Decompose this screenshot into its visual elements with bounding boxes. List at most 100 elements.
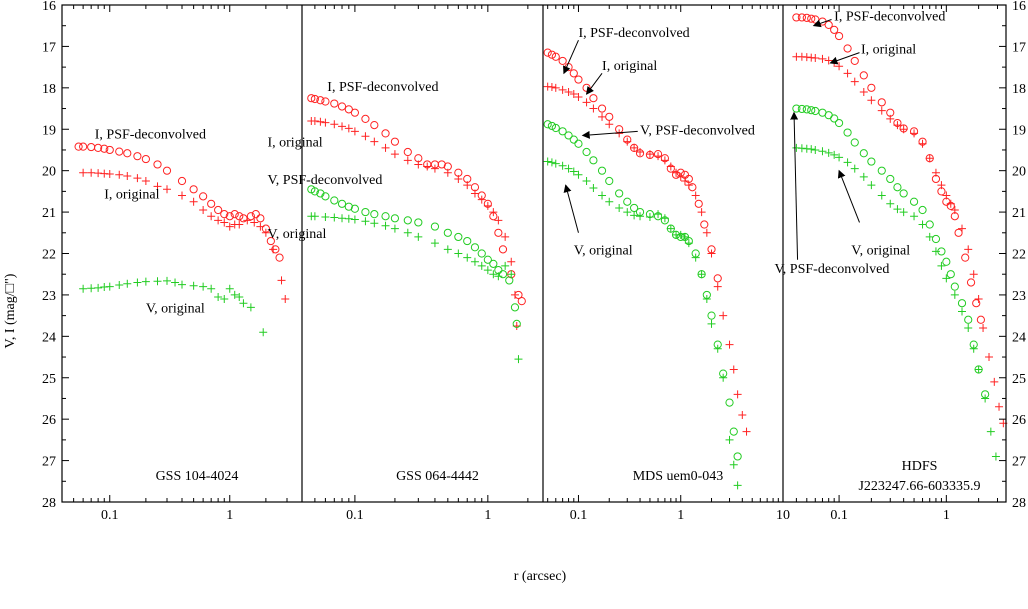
data-point	[569, 135, 578, 144]
data-point	[636, 212, 645, 221]
data-point	[414, 232, 423, 241]
data-point	[733, 481, 742, 490]
data-point	[250, 218, 259, 227]
y-tick-label-right: 25	[1012, 372, 1026, 387]
data-point	[979, 324, 988, 333]
data-point	[615, 203, 624, 212]
data-point	[189, 185, 198, 194]
data-point	[494, 272, 503, 281]
data-point	[199, 282, 208, 291]
y-ticks: 16 16 17 17 18 18 19 19 20 20 21 21 22 22 23 23 24 24 25 25…	[42, 0, 1026, 511]
data-point	[589, 156, 598, 165]
x-tick-label: 1	[677, 508, 684, 523]
y-tick-label-left: 19	[42, 123, 56, 138]
data-point	[946, 270, 955, 279]
data-point	[483, 201, 492, 210]
data-point	[214, 216, 223, 225]
data-point	[792, 13, 801, 22]
data-point	[569, 90, 578, 99]
data-point	[886, 114, 895, 123]
x-tick-label: 0.1	[101, 508, 119, 523]
data-point	[361, 114, 370, 123]
data-point	[381, 221, 390, 230]
data-point	[414, 218, 423, 227]
data-point	[830, 150, 839, 159]
data-point	[551, 123, 560, 133]
y-tick-label-right: 18	[1012, 82, 1026, 97]
annotation-arrow	[790, 111, 799, 260]
data-point	[507, 257, 516, 266]
data-point	[623, 137, 632, 146]
data-point	[207, 199, 216, 208]
data-point	[877, 98, 886, 107]
data-point	[470, 257, 479, 266]
data-point	[163, 276, 172, 285]
data-point	[94, 283, 103, 292]
data-point	[654, 210, 663, 219]
data-point	[153, 277, 162, 286]
data-point	[893, 121, 902, 130]
data-point	[961, 253, 970, 262]
data-point	[843, 69, 852, 78]
data-point	[574, 170, 583, 179]
data-point	[859, 71, 868, 80]
data-point	[321, 118, 330, 127]
data-point	[443, 228, 452, 237]
data-point	[707, 311, 716, 320]
data-point	[605, 120, 614, 129]
y-tick-label-left: 26	[42, 413, 56, 428]
data-point	[630, 143, 639, 152]
data-point	[123, 279, 132, 288]
y-tick-label-left: 21	[42, 206, 56, 221]
data-point	[729, 427, 738, 436]
data-point	[381, 212, 390, 221]
data-point	[100, 144, 109, 153]
data-point	[230, 210, 239, 219]
series-annotation: I, PSF-deconvolved	[834, 9, 945, 24]
data-point	[958, 224, 967, 233]
data-point	[733, 452, 742, 461]
data-point	[235, 212, 244, 221]
data-point	[937, 261, 946, 270]
data-point	[597, 166, 607, 175]
data-point	[361, 217, 370, 226]
data-point	[463, 181, 472, 190]
data-point	[867, 181, 876, 190]
data-point	[403, 216, 412, 225]
y-tick-label-left: 23	[42, 289, 56, 304]
data-point	[676, 172, 685, 181]
data-point	[477, 195, 486, 204]
data-point	[344, 124, 353, 133]
panel-1: I, PSF-deconvolved I, original V, original…	[74, 127, 290, 484]
series-annotation: I, PSF-deconvolved	[578, 26, 689, 41]
data-point	[133, 174, 142, 183]
series-i-psf-deconvolved	[543, 48, 722, 283]
data-point	[454, 249, 463, 258]
data-point	[605, 197, 614, 206]
data-point	[886, 174, 895, 184]
data-point	[310, 116, 319, 125]
data-point	[105, 145, 114, 155]
data-point	[691, 191, 700, 200]
data-point	[660, 156, 669, 165]
data-point	[811, 54, 820, 63]
y-tick-label-left: 18	[42, 82, 56, 97]
data-point	[551, 83, 560, 92]
data-point	[830, 114, 839, 123]
data-point	[470, 243, 480, 252]
data-point	[729, 365, 738, 374]
data-point	[636, 148, 645, 157]
data-point	[950, 206, 959, 215]
data-point	[547, 50, 557, 59]
data-point	[454, 174, 463, 183]
series-annotation: I, original	[602, 59, 657, 74]
data-point	[277, 276, 286, 285]
data-point	[337, 199, 347, 208]
data-point	[501, 232, 510, 241]
x-ticks-panel-1: 0.1 1	[73, 5, 288, 523]
data-point	[79, 168, 88, 177]
data-point	[605, 112, 614, 121]
data-point	[807, 106, 816, 115]
data-point	[310, 187, 319, 196]
